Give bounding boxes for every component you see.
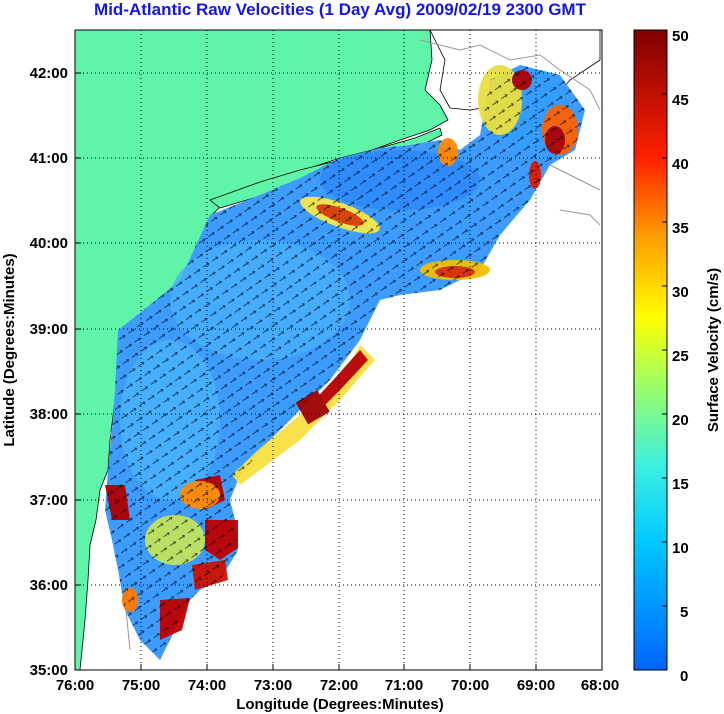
colorbar-tick-label: 40	[672, 156, 689, 173]
colorbar-label: Surface Velocity (cm/s)	[705, 268, 722, 432]
map-title: Mid-Atlantic Raw Velocities (1 Day Avg) …	[94, 0, 586, 19]
lon-tick-label: 75:00	[122, 677, 160, 694]
colorbar-tick-label: 20	[672, 412, 689, 429]
lat-tick-label: 39:00	[30, 321, 68, 338]
velocity-patch	[310, 350, 368, 410]
colorbar-tick-label: 50	[672, 28, 689, 45]
lon-tick-label: 70:00	[451, 677, 489, 694]
y-axis-label: Latitude (Degrees:Minutes)	[1, 253, 18, 446]
lat-tick-label: 38:00	[30, 406, 68, 423]
lat-tick-label: 41:00	[30, 150, 68, 167]
lat-tick-label: 40:00	[30, 235, 68, 252]
colorbar-tick-label: 10	[672, 540, 689, 557]
colorbar-tick-label: 30	[672, 284, 689, 301]
colorbar-tick-label: 15	[672, 476, 689, 493]
lon-tick-label: 76:00	[56, 677, 94, 694]
lon-tick-label: 74:00	[188, 677, 226, 694]
lat-tick-label: 37:00	[30, 492, 68, 509]
x-axis-label: Longitude (Degrees:Minutes)	[236, 696, 444, 713]
colorbar-tick-label: 25	[672, 348, 689, 365]
colorbar	[633, 29, 668, 671]
lat-tick-label: 36:00	[30, 577, 68, 594]
map-grid	[75, 30, 602, 670]
lon-tick-label: 68:00	[581, 677, 619, 694]
velocity-arrows	[105, 65, 585, 660]
colorbar-tick-marks	[662, 93, 667, 607]
colorbar-tick-label: 0	[680, 668, 688, 685]
lon-tick-label: 69:00	[517, 677, 555, 694]
colorbar-tick-label: 35	[672, 220, 689, 237]
lat-tick-label: 35:00	[30, 662, 68, 679]
colorbar-tick-label: 5	[680, 604, 688, 621]
map-tick-marks	[75, 72, 537, 670]
lon-tick-label: 71:00	[385, 677, 423, 694]
lon-tick-label: 73:00	[254, 677, 292, 694]
lat-tick-label: 42:00	[30, 65, 68, 82]
colorbar-tick-label: 45	[672, 92, 689, 109]
lon-tick-label: 72:00	[320, 677, 358, 694]
